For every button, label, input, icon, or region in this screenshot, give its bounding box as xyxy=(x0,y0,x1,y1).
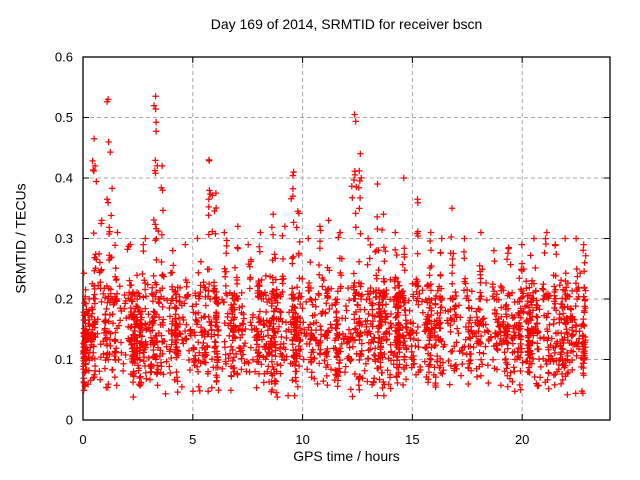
x-axis-label: GPS time / hours xyxy=(293,448,400,464)
x-tick-label: 20 xyxy=(515,432,529,447)
y-tick-label: 0.2 xyxy=(55,292,73,307)
plot-border xyxy=(82,56,611,421)
x-tick-label: 0 xyxy=(79,432,86,447)
y-tick-label: 0.4 xyxy=(55,171,73,186)
y-tick-label: 0.5 xyxy=(55,110,73,125)
x-tick-label: 5 xyxy=(189,432,196,447)
y-tick-label: 0.3 xyxy=(55,231,73,246)
y-tick-label: 0 xyxy=(66,413,73,428)
chart-title: Day 169 of 2014, SRMTID for receiver bsc… xyxy=(210,16,483,32)
scatter-points xyxy=(80,93,589,401)
y-axis-label: SRMTID / TECUs xyxy=(12,183,29,294)
y-tick-label: 0.1 xyxy=(55,352,73,367)
grid-lines xyxy=(83,57,610,420)
x-tick-label: 15 xyxy=(405,432,419,447)
x-tick-label: 10 xyxy=(295,432,309,447)
y-tick-label: 0.6 xyxy=(55,50,73,65)
